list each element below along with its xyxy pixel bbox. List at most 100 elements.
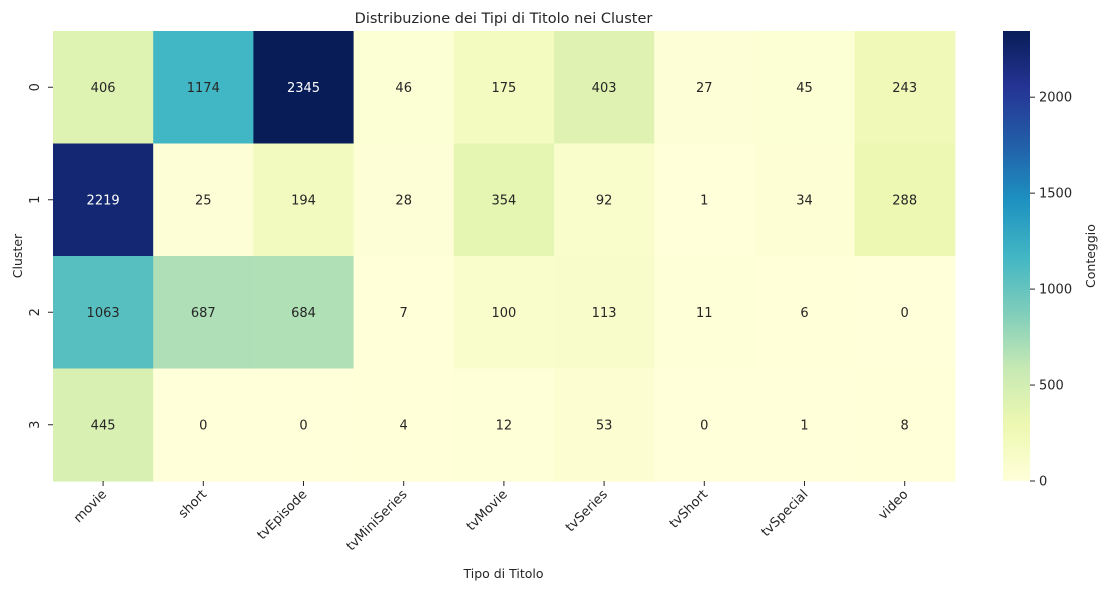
colorbar-tick-label: 0 bbox=[1039, 475, 1047, 490]
cell-value-label: 687 bbox=[191, 306, 216, 321]
heatmap-cell bbox=[554, 31, 655, 145]
cell-value-label: 0 bbox=[901, 306, 909, 321]
chart-title: Distribuzione dei Tipi di Titolo nei Clu… bbox=[355, 11, 653, 27]
cell-value-label: 4 bbox=[400, 418, 408, 433]
cell-value-label: 1 bbox=[800, 418, 808, 433]
x-tick-label: tvSeries bbox=[563, 487, 611, 535]
heatmap-cell bbox=[854, 368, 956, 482]
heatmap-cells bbox=[53, 31, 956, 482]
cell-value-label: 12 bbox=[496, 418, 513, 433]
heatmap-cell bbox=[253, 368, 355, 482]
heatmap-cell bbox=[53, 143, 154, 257]
y-axis-ticks: 0 1 2 3 bbox=[28, 83, 53, 429]
heatmap-cell bbox=[554, 256, 655, 370]
heatmap-cell bbox=[53, 256, 154, 370]
heatmap-cell bbox=[554, 368, 655, 482]
x-tick-label: movie bbox=[71, 487, 110, 526]
heatmap-cell bbox=[253, 31, 355, 145]
colorbar-label: Conteggio bbox=[1083, 224, 1098, 288]
heatmap-cell bbox=[53, 31, 154, 145]
heatmap-cell bbox=[754, 256, 856, 370]
cell-value-label: 354 bbox=[491, 193, 516, 208]
heatmap-cell bbox=[654, 256, 755, 370]
heatmap-cell bbox=[453, 368, 555, 482]
cell-value-label: 6 bbox=[800, 306, 808, 321]
heatmap-cell bbox=[453, 31, 555, 145]
heatmap-cell bbox=[153, 368, 254, 482]
heatmap-cell bbox=[353, 31, 455, 145]
cell-value-label: 194 bbox=[291, 193, 316, 208]
y-tick-label: 2 bbox=[28, 308, 43, 316]
cell-value-label: 0 bbox=[700, 418, 708, 433]
cell-value-label: 288 bbox=[892, 193, 917, 208]
cell-value-label: 113 bbox=[592, 306, 617, 321]
heatmap-cell bbox=[854, 256, 956, 370]
heatmap-cell bbox=[353, 368, 455, 482]
x-tick-label: tvEpisode bbox=[255, 487, 311, 543]
cell-value-label: 175 bbox=[491, 81, 516, 96]
x-tick-label: tvShort bbox=[667, 487, 711, 531]
heatmap-cell bbox=[854, 31, 956, 145]
colorbar-tick-label: 500 bbox=[1039, 379, 1064, 394]
heatmap-cell bbox=[153, 31, 254, 145]
heatmap-cell bbox=[654, 368, 755, 482]
cell-value-label: 53 bbox=[596, 418, 613, 433]
x-axis-label: Tipo di Titolo bbox=[462, 566, 543, 581]
heatmap-cell bbox=[854, 143, 956, 257]
heatmap-cell bbox=[153, 143, 254, 257]
cell-value-label: 34 bbox=[796, 193, 813, 208]
x-tick-label: tvMovie bbox=[464, 487, 511, 534]
cell-value-label: 46 bbox=[395, 81, 412, 96]
heatmap-cell bbox=[353, 143, 455, 257]
heatmap-cell bbox=[53, 368, 154, 482]
cell-value-label: 684 bbox=[291, 306, 316, 321]
y-tick-label: 0 bbox=[28, 83, 43, 91]
heatmap-cell bbox=[453, 256, 555, 370]
x-tick-label: video bbox=[876, 487, 912, 523]
cell-value-label: 2219 bbox=[87, 193, 120, 208]
cell-value-label: 2345 bbox=[287, 81, 320, 96]
heatmap-cell bbox=[453, 143, 555, 257]
heatmap-cell bbox=[654, 143, 755, 257]
cell-value-label: 243 bbox=[892, 81, 917, 96]
y-tick-label: 1 bbox=[28, 196, 43, 204]
cell-value-label: 0 bbox=[199, 418, 207, 433]
cell-value-label: 403 bbox=[592, 81, 617, 96]
heatmap-cell bbox=[654, 31, 755, 145]
cell-value-label: 92 bbox=[596, 193, 613, 208]
cell-value-label: 8 bbox=[901, 418, 909, 433]
cell-value-label: 45 bbox=[796, 81, 813, 96]
x-tick-label: tvSpecial bbox=[759, 487, 812, 540]
colorbar-gradient bbox=[1003, 31, 1030, 481]
cell-value-label: 406 bbox=[91, 81, 116, 96]
cell-value-label: 11 bbox=[696, 306, 713, 321]
cell-value-label: 28 bbox=[395, 193, 412, 208]
heatmap-cell bbox=[353, 256, 455, 370]
heatmap-cell bbox=[153, 256, 254, 370]
cell-value-label: 0 bbox=[299, 418, 307, 433]
heatmap-cell bbox=[754, 143, 856, 257]
cell-value-label: 100 bbox=[491, 306, 516, 321]
heatmap-cell bbox=[754, 368, 856, 482]
cell-value-label: 27 bbox=[696, 81, 713, 96]
y-axis-label: Cluster bbox=[10, 233, 25, 278]
heatmap-cell bbox=[554, 143, 655, 257]
cell-value-label: 1063 bbox=[87, 306, 120, 321]
colorbar-tick-label: 1500 bbox=[1039, 187, 1072, 202]
colorbar-tick-label: 2000 bbox=[1039, 91, 1072, 106]
colorbar-ticks: 0 500 1000 1500 2000 bbox=[1030, 91, 1072, 490]
heatmap-cell bbox=[253, 143, 355, 257]
cell-value-label: 1174 bbox=[187, 81, 220, 96]
x-tick-label: short bbox=[176, 487, 210, 521]
cell-value-label: 25 bbox=[195, 193, 212, 208]
cell-value-label: 7 bbox=[400, 306, 408, 321]
cell-value-label: 1 bbox=[700, 193, 708, 208]
heatmap-cell bbox=[754, 31, 856, 145]
x-axis-ticks: movie short tvEpisode tvMiniSeries tvMovie tv… bbox=[71, 481, 912, 554]
colorbar: 0 500 1000 1500 2000 Conteggio bbox=[1003, 31, 1098, 490]
heatmap-cell bbox=[253, 256, 355, 370]
colorbar-tick-label: 1000 bbox=[1039, 283, 1072, 298]
y-tick-label: 3 bbox=[28, 421, 43, 429]
